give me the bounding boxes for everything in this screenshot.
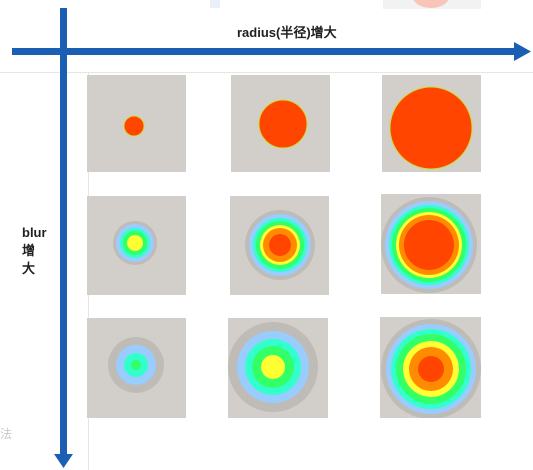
x-axis-label: radius(半径)增大 [237,25,337,40]
cell-blur-high-radius-medium [228,318,328,418]
y-axis-arrow [54,8,73,468]
y-axis-label-line1: blur [22,225,47,240]
y-axis-label: blur 增 大 [22,224,62,278]
y-axis-label-line3: 大 [22,261,36,276]
cell-blur-low-radius-medium [231,75,330,172]
x-axis-arrow [12,42,531,61]
top-fragment-right [383,0,481,9]
cell-blur-mid-radius-medium [230,196,329,295]
y-axis-label-line2: 增 [22,243,36,258]
cell-blur-low-radius-small [87,75,186,172]
fragment-blob [413,0,449,8]
cell-blur-mid-radius-large [381,194,481,294]
top-fragment-left [210,0,220,8]
cell-blur-mid-radius-small [87,196,186,295]
horizontal-divider [0,72,533,73]
fragment-text: 法 [0,427,13,441]
cell-blur-high-radius-small [87,318,186,418]
cell-blur-high-radius-large [380,317,481,418]
cell-blur-low-radius-large [382,75,481,172]
